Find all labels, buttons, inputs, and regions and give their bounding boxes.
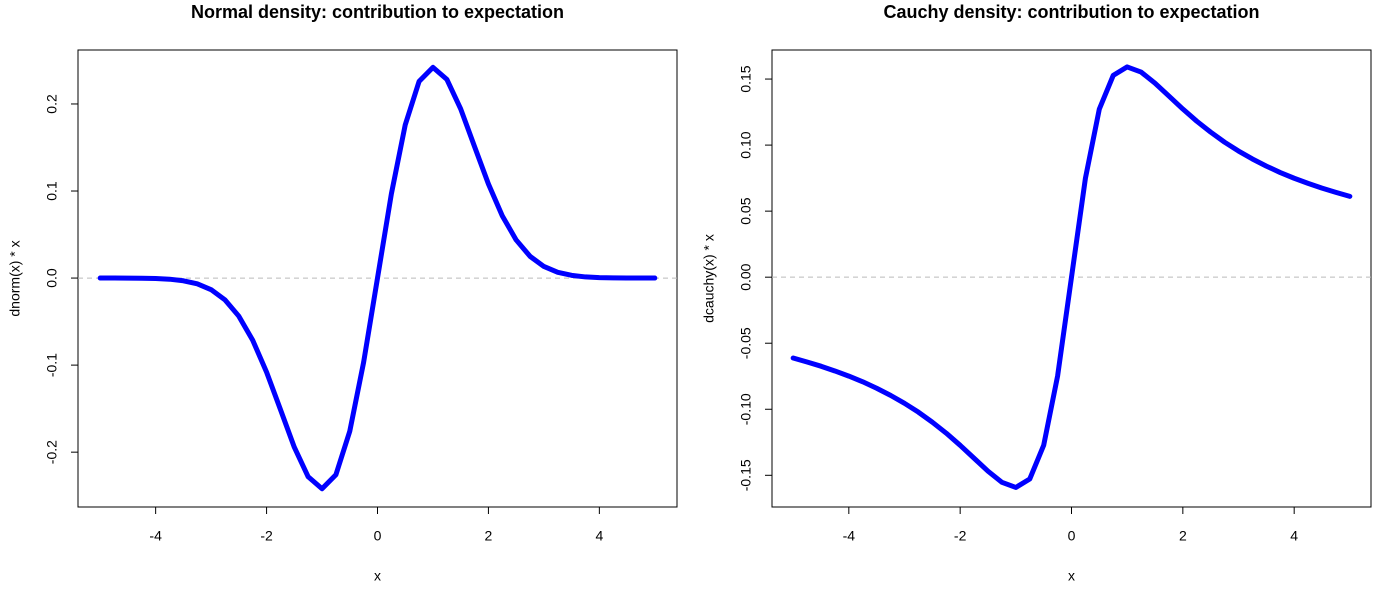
y-tick-label: 0.05 bbox=[738, 197, 754, 224]
y-tick-label: 0.15 bbox=[738, 65, 754, 92]
y-tick-label: -0.15 bbox=[738, 459, 754, 491]
x-tick-label: 2 bbox=[1179, 528, 1187, 544]
chart-title: Cauchy density: contribution to expectat… bbox=[883, 2, 1259, 22]
x-axis-label: x bbox=[1068, 568, 1075, 584]
data-line bbox=[790, 64, 1353, 490]
y-tick-label: 0.0 bbox=[44, 268, 60, 288]
y-tick-label: 0.10 bbox=[738, 131, 754, 158]
y-tick-label: -0.2 bbox=[44, 440, 60, 464]
y-tick-label: 0.00 bbox=[738, 263, 754, 290]
x-tick-label: -4 bbox=[149, 528, 162, 544]
x-tick-label: 0 bbox=[1068, 528, 1076, 544]
x-tick-label: -2 bbox=[260, 528, 273, 544]
x-tick-label: 4 bbox=[595, 528, 603, 544]
y-tick-label: -0.05 bbox=[738, 327, 754, 359]
x-tick-label: -2 bbox=[954, 528, 967, 544]
chart-title: Normal density: contribution to expectat… bbox=[191, 2, 564, 22]
y-axis-label: dnorm(x) * x bbox=[7, 240, 23, 316]
y-tick-label: -0.10 bbox=[738, 393, 754, 425]
x-tick-label: 0 bbox=[374, 528, 382, 544]
y-tick-label: -0.1 bbox=[44, 353, 60, 377]
x-tick-label: -4 bbox=[843, 528, 856, 544]
x-tick-label: 2 bbox=[485, 528, 493, 544]
x-tick-label: 4 bbox=[1290, 528, 1298, 544]
data-line bbox=[97, 64, 658, 492]
y-axis-label: dcauchy(x) * x bbox=[701, 234, 717, 323]
x-axis-label: x bbox=[374, 568, 381, 584]
y-tick-label: 0.1 bbox=[44, 181, 60, 201]
y-tick-label: 0.2 bbox=[44, 94, 60, 114]
